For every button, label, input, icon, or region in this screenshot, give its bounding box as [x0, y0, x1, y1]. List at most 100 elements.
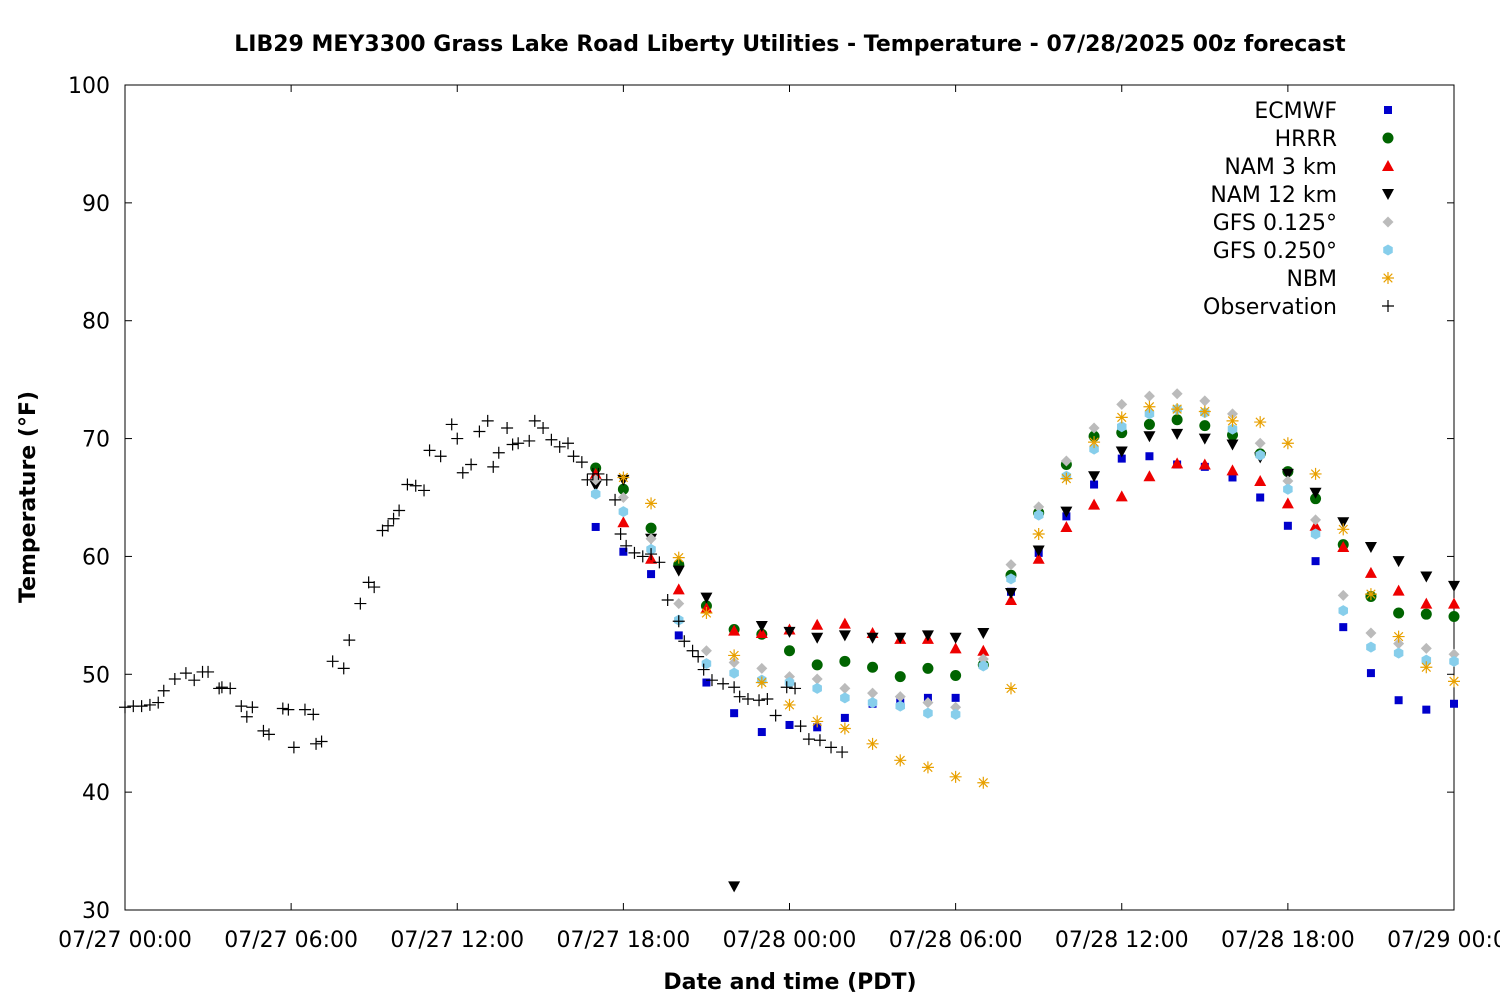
- point-nam-12-km: [811, 632, 824, 644]
- legend-label-observation: Observation: [1203, 295, 1337, 320]
- y-tick-label: 80: [82, 310, 110, 335]
- point-ecmwf: [1450, 699, 1458, 708]
- point-gfs-0-250: [1089, 443, 1099, 455]
- point-nam-3-km: [1254, 475, 1267, 486]
- point-nbm: [1115, 411, 1128, 424]
- point-nbm: [1420, 661, 1433, 674]
- y-axis: 30 40 50 60 70 80 90 100: [68, 74, 1454, 924]
- point-ecmwf: [1117, 454, 1126, 463]
- point-gfs-0-250: [923, 707, 933, 719]
- point-observation: [614, 528, 627, 541]
- point-nam-12-km: [1364, 542, 1377, 553]
- point-gfs-0-250: [1449, 655, 1459, 667]
- point-gfs-0-250: [1393, 647, 1404, 659]
- point-ecmwf: [674, 631, 683, 640]
- point-observation: [376, 524, 389, 537]
- point-nam-3-km: [1392, 584, 1405, 596]
- point-nbm: [866, 737, 879, 750]
- point-hrrr: [1448, 611, 1460, 623]
- point-gfs-0-125: [1337, 589, 1349, 601]
- point-gfs-0-125: [617, 492, 629, 503]
- point-observation: [581, 473, 594, 486]
- point-gfs-0-125: [1254, 437, 1266, 449]
- point-gfs-0-125: [1199, 395, 1211, 407]
- point-nam-3-km: [1143, 470, 1156, 482]
- point-gfs-0-250: [1033, 509, 1044, 521]
- point-nam-3-km: [728, 624, 741, 636]
- x-tick-label: 07/28 18:00: [1221, 928, 1355, 953]
- legend-label-hrrr: HRRR: [1275, 127, 1337, 152]
- point-observation: [257, 724, 270, 737]
- data-points: [119, 388, 1460, 893]
- x-tick-label: 07/28 12:00: [1055, 928, 1189, 953]
- legend-marker-nam-12-km: [1382, 189, 1394, 200]
- point-nam-12-km: [866, 632, 879, 644]
- point-observation: [567, 450, 580, 463]
- point-observation: [769, 709, 782, 722]
- point-nbm: [700, 607, 713, 619]
- point-observation: [310, 737, 323, 750]
- point-gfs-0-250: [1116, 421, 1127, 433]
- point-observation: [728, 681, 741, 694]
- point-nam-12-km: [1060, 506, 1073, 518]
- point-nbm: [1060, 472, 1073, 485]
- point-nbm: [728, 649, 741, 662]
- point-gfs-0-125: [1088, 422, 1100, 434]
- point-nbm: [1198, 405, 1211, 418]
- point-gfs-0-250: [1283, 483, 1293, 495]
- point-nam-3-km: [811, 618, 824, 630]
- point-ecmwf: [1366, 669, 1375, 678]
- point-nam-12-km: [1088, 471, 1101, 483]
- point-nam-12-km: [838, 630, 851, 642]
- point-nam-3-km: [1448, 597, 1460, 609]
- point-observation: [465, 458, 478, 471]
- point-nam-3-km: [1005, 594, 1017, 606]
- y-tick-label: 50: [82, 663, 110, 688]
- point-observation: [653, 556, 666, 569]
- point-hrrr: [617, 483, 629, 495]
- point-nam-12-km: [1143, 431, 1156, 443]
- x-tick-label: 07/28 00:00: [723, 928, 857, 953]
- point-observation: [451, 432, 464, 445]
- point-ecmwf: [1339, 623, 1348, 632]
- point-nam-3-km: [1115, 490, 1128, 502]
- point-nam-12-km: [1420, 571, 1433, 583]
- point-nam-12-km: [1198, 433, 1211, 445]
- point-nbm: [1309, 467, 1322, 480]
- point-observation: [445, 418, 458, 431]
- point-gfs-0-125: [922, 697, 934, 709]
- point-gfs-0-250: [1421, 654, 1432, 666]
- point-gfs-0-125: [728, 657, 740, 668]
- point-hrrr: [839, 655, 851, 667]
- x-tick-label: 07/29 00:00: [1387, 928, 1500, 953]
- point-observation: [753, 694, 766, 707]
- series-observation: [119, 414, 849, 759]
- y-axis-title: Temperature (°F): [16, 391, 41, 603]
- point-observation: [802, 733, 815, 746]
- point-gfs-0-250: [840, 692, 850, 704]
- plot-frame: [124, 84, 1455, 911]
- series-ecmwf: [591, 452, 1458, 737]
- point-nam-12-km: [1281, 468, 1294, 480]
- point-gfs-0-250: [1255, 449, 1265, 461]
- point-observation: [119, 701, 131, 714]
- point-gfs-0-125: [894, 691, 906, 703]
- point-gfs-0-125: [1448, 648, 1460, 660]
- point-nbm: [783, 698, 796, 711]
- point-nbm: [1281, 437, 1294, 450]
- point-observation: [506, 438, 519, 451]
- point-gfs-0-250: [618, 506, 629, 518]
- point-observation: [562, 437, 574, 450]
- point-observation: [473, 425, 486, 438]
- point-observation: [235, 700, 248, 713]
- point-observation: [528, 414, 541, 427]
- series-nam-3-km: [589, 457, 1460, 656]
- point-nbm: [977, 776, 990, 789]
- point-nam-12-km: [1032, 545, 1045, 557]
- point-observation: [487, 460, 500, 473]
- point-nam-12-km: [1171, 428, 1184, 440]
- point-gfs-0-125: [811, 673, 823, 685]
- point-gfs-0-250: [1338, 605, 1349, 617]
- point-nbm: [645, 497, 658, 510]
- point-observation: [157, 684, 170, 697]
